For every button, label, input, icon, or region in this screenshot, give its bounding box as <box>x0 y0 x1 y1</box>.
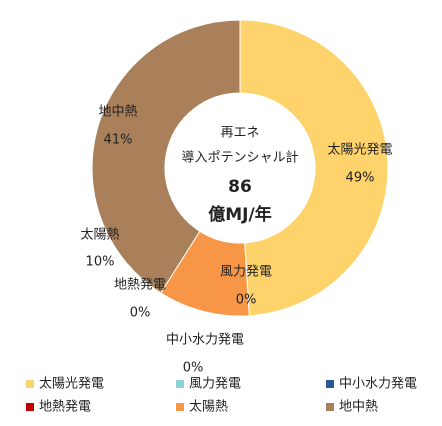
center-total: 86 <box>228 177 252 197</box>
slice-label: 太陽熱 <box>80 228 119 243</box>
legend-swatch <box>26 380 34 388</box>
slice-label: 風力発電 <box>220 265 272 280</box>
legend-label: 地熱発電 <box>39 400 91 415</box>
slice-value: 0% <box>183 361 204 376</box>
slice-value: 0% <box>130 306 151 321</box>
slice-value: 10% <box>86 255 115 270</box>
slice-label: 中小水力発電 <box>166 333 244 348</box>
legend-label: 太陽光発電 <box>39 377 104 392</box>
slice-value: 0% <box>236 293 257 308</box>
legend-label: 風力発電 <box>189 377 241 392</box>
legend-swatch <box>326 380 334 388</box>
center-text: 導入ポテンシャル計 <box>181 150 298 166</box>
center-text: 再エネ <box>220 126 259 141</box>
center-unit: 億MJ/年 <box>208 204 271 225</box>
legend-swatch <box>26 403 34 411</box>
slice-label: 太陽光発電 <box>327 143 392 158</box>
legend-label: 地中熱 <box>339 400 378 415</box>
slice-label: 地熱発電 <box>114 278 166 293</box>
legend-swatch <box>176 380 184 388</box>
legend-label: 太陽熱 <box>189 400 228 415</box>
slice-label: 地中熱 <box>98 105 137 120</box>
slice <box>239 19 389 317</box>
slice <box>91 19 241 294</box>
legend-label: 中小水力発電 <box>339 377 417 392</box>
legend-swatch <box>326 403 334 411</box>
slice-value: 49% <box>346 171 375 186</box>
slice-value: 41% <box>104 133 133 148</box>
legend-swatch <box>176 403 184 411</box>
